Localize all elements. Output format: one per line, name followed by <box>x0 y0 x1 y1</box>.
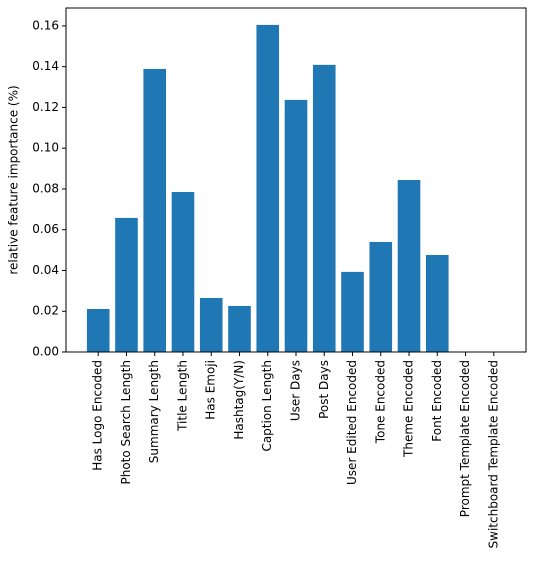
x-tick-label: Title Length <box>175 360 189 432</box>
bar <box>284 99 308 353</box>
bar <box>199 297 223 352</box>
x-tick-label: Hashtag(Y/N) <box>232 360 246 440</box>
bar <box>115 217 138 352</box>
y-tick-label: 0.14 <box>32 59 59 73</box>
bar <box>341 271 364 352</box>
x-tick-label: Caption Length <box>260 360 274 452</box>
x-tick-label: Post Days <box>317 360 331 419</box>
bar <box>171 192 195 352</box>
bar <box>397 180 421 352</box>
bar <box>312 64 336 352</box>
bar <box>86 309 110 352</box>
x-tick-label: Has Emoji <box>204 360 218 420</box>
plot-frame <box>65 7 527 353</box>
y-tick-label: 0.08 <box>32 181 59 195</box>
y-axis-label: relative feature importance (%) <box>7 85 21 274</box>
x-tick-label: User Days <box>289 360 303 421</box>
x-tick-label: Tone Encoded <box>373 360 387 444</box>
x-tick-label: Theme Encoded <box>402 360 416 458</box>
y-tick-label: 0.04 <box>32 263 59 277</box>
bar <box>143 68 167 352</box>
bar <box>425 254 449 352</box>
x-tick-label: Switchboard Template Encoded <box>486 360 500 548</box>
bar <box>256 24 280 352</box>
y-tick-label: 0.12 <box>32 100 59 114</box>
y-tick-label: 0.02 <box>32 304 59 318</box>
x-tick-label: Summary Length <box>147 360 161 463</box>
bar <box>369 241 393 352</box>
bar <box>228 305 251 352</box>
x-tick-label: Prompt Template Encoded <box>458 360 472 517</box>
y-tick-label: 0.00 <box>32 345 59 359</box>
x-tick-label: User Edited Encoded <box>345 360 359 485</box>
x-tick-label: Font Encoded <box>430 360 444 442</box>
x-tick-label: Photo Search Length <box>119 360 133 484</box>
y-tick-label: 0.16 <box>32 18 59 32</box>
y-tick-label: 0.10 <box>32 141 59 155</box>
y-tick-label: 0.06 <box>32 222 59 236</box>
x-tick-label: Has Logo Encoded <box>91 360 105 471</box>
